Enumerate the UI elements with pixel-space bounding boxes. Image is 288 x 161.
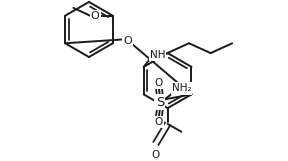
Text: S: S	[156, 96, 164, 109]
Text: NH₂: NH₂	[172, 84, 192, 94]
Text: O: O	[91, 11, 99, 21]
Text: O: O	[123, 36, 132, 46]
Text: O: O	[155, 78, 163, 88]
Text: O: O	[152, 150, 160, 160]
Text: O: O	[155, 117, 163, 127]
Text: NH: NH	[150, 50, 165, 60]
